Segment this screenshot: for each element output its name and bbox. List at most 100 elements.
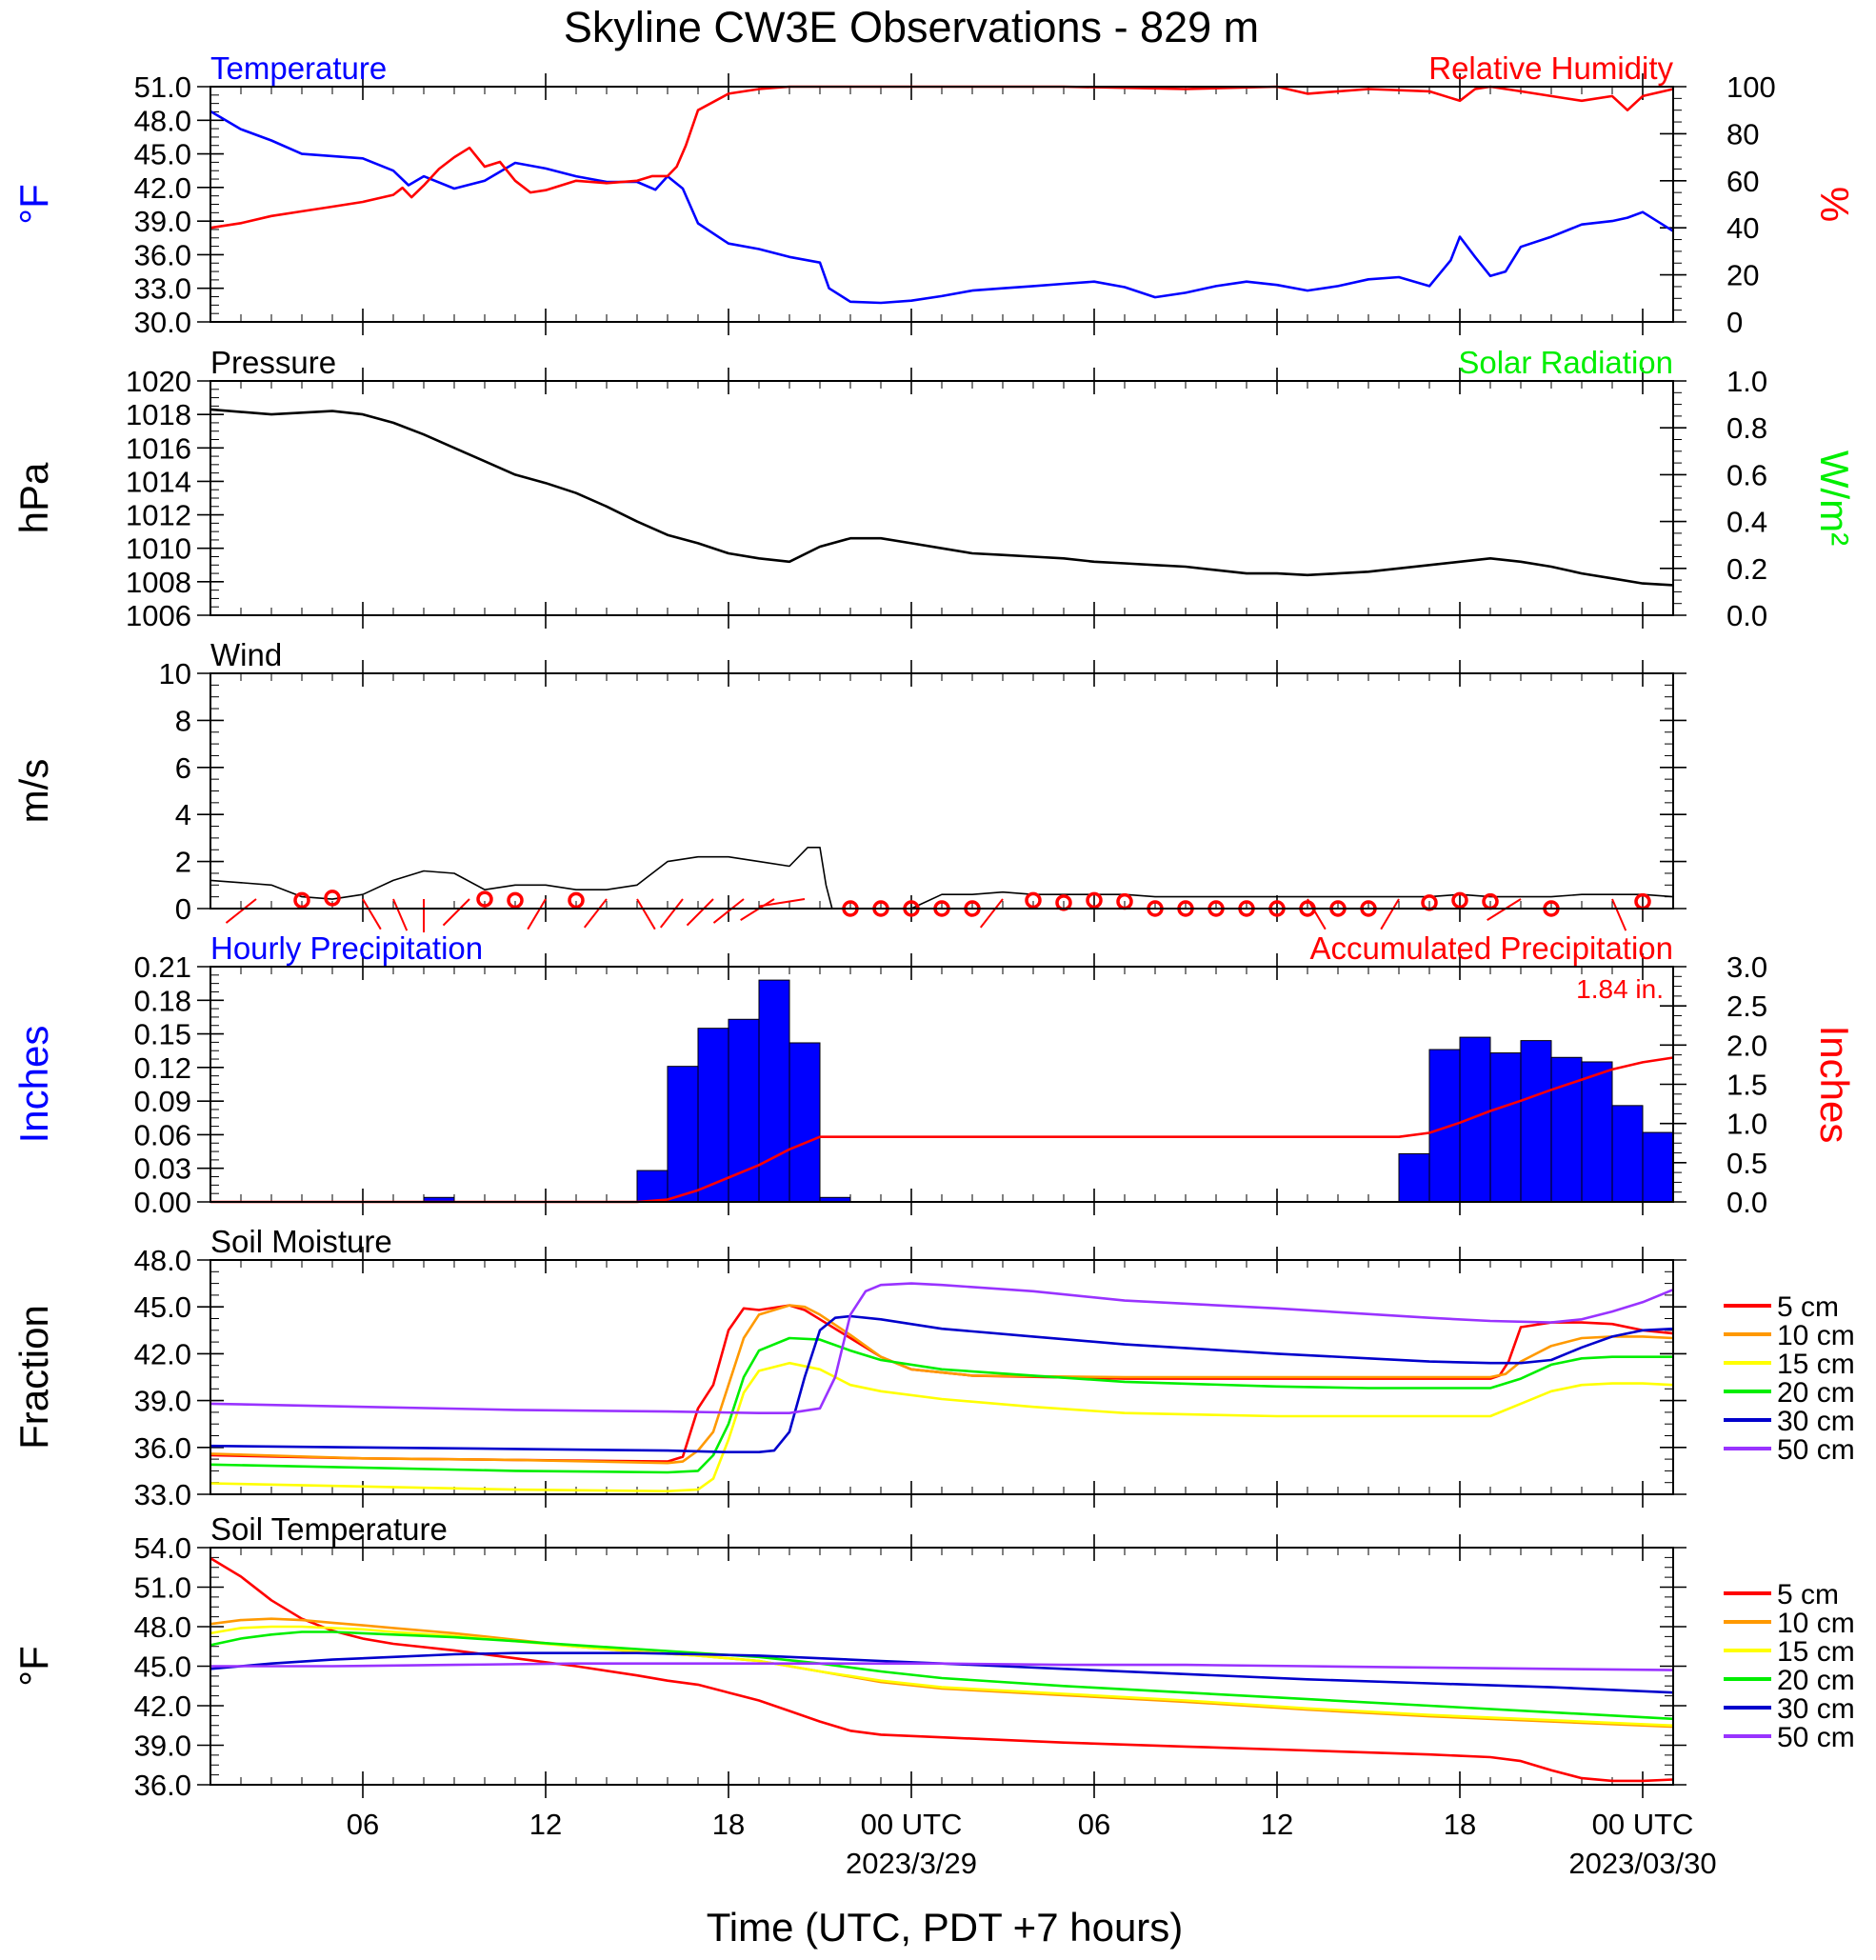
plot-frame	[210, 380, 1674, 616]
wind-barb	[442, 898, 470, 927]
panel-precipitation: 0.210.180.150.120.090.060.030.00 3.0 2.5 2.…	[11, 930, 1857, 1219]
panel-right-title: Relative Humidity	[1428, 50, 1673, 86]
series-line-pressure	[210, 408, 1674, 587]
x-date-label: 2023/03/30	[1568, 1847, 1716, 1880]
left-tick-label: 45.0	[134, 1650, 191, 1684]
series-line-15-cm	[210, 1361, 1674, 1492]
wind-barb	[1380, 898, 1400, 930]
left-tick-label: 0.06	[134, 1118, 191, 1151]
legend-label: 50 cm	[1777, 1434, 1855, 1466]
panel-left-title: Soil Moisture	[210, 1224, 392, 1259]
wind-barb	[1487, 898, 1522, 921]
series-line-10-cm	[210, 1304, 1674, 1465]
left-tick-label: 42.0	[134, 171, 191, 205]
wind-barb	[636, 898, 656, 930]
y-axis-label-left: Fraction	[11, 1305, 56, 1450]
x-tick-label: 18	[1444, 1808, 1476, 1841]
series-line-50-cm	[210, 1662, 1674, 1671]
panel-left-title: Soil Temperature	[210, 1511, 448, 1547]
left-tick-label: 33.0	[134, 1478, 191, 1511]
panel-wind: 10 8 6 4 2 0 Wind m/s	[11, 637, 1686, 932]
left-tick-label: 0.12	[134, 1051, 191, 1085]
plot-frame	[210, 966, 1674, 1203]
left-tick-label: 39.0	[134, 1730, 191, 1763]
calm-wind-marker	[293, 891, 310, 910]
x-tick-label: 18	[712, 1808, 745, 1841]
wind-barb	[583, 898, 608, 929]
series-line-30-cm	[210, 1651, 1674, 1694]
x-tick-label: 06	[347, 1808, 379, 1841]
right-tick-label: 0.6	[1726, 458, 1767, 491]
wind-barb	[362, 898, 382, 930]
legend-label: 30 cm	[1777, 1406, 1855, 1437]
x-tick-label: 00 UTC	[1592, 1808, 1694, 1841]
y-axis-label-left: m/s	[11, 759, 56, 824]
panel-left-title: Wind	[210, 637, 282, 672]
right-tick-label: 0.4	[1726, 506, 1767, 539]
calm-wind-marker	[476, 890, 493, 908]
plot-frame	[210, 1259, 1674, 1495]
y-axis-label-left: Inches	[11, 1026, 56, 1144]
legend-label: 5 cm	[1777, 1579, 1839, 1610]
left-tick-label: 8	[175, 704, 191, 737]
left-tick-label: 1010	[126, 532, 191, 566]
series-line-50-cm	[210, 1282, 1674, 1414]
plot-frame	[210, 672, 1674, 910]
left-tick-label: 33.0	[134, 272, 191, 306]
left-tick-label: 51.0	[134, 1571, 191, 1605]
right-tick-label: 0.0	[1726, 1186, 1767, 1219]
panel-soil-temperature: 54.0 51.0 48.0 45.0 42.0 39.0 36.0 Soil Tempera…	[11, 1511, 1855, 1802]
left-tick-label: 0.18	[134, 984, 191, 1017]
calm-wind-marker	[507, 891, 524, 910]
left-tick-label: 36.0	[134, 238, 191, 271]
wind-barb	[740, 898, 775, 921]
left-tick-label: 6	[175, 751, 191, 785]
left-tick-label: 39.0	[134, 205, 191, 238]
left-tick-label: 0.15	[134, 1018, 191, 1051]
wind-barb	[979, 898, 1004, 929]
series-line-temperature	[210, 110, 1674, 305]
right-tick-label: 0.5	[1726, 1147, 1767, 1180]
left-tick-label: 1008	[126, 566, 191, 599]
panel-left-title: Temperature	[210, 50, 387, 86]
panel-left-title: Pressure	[210, 345, 336, 380]
wind-barb	[759, 898, 806, 908]
left-tick-label: 1012	[126, 499, 191, 532]
wind-barb	[1611, 898, 1627, 931]
chart-title: Skyline CW3E Observations - 829 m	[564, 3, 1259, 51]
left-tick-label: 48.0	[134, 1244, 191, 1277]
right-tick-label: 1.5	[1726, 1069, 1767, 1102]
left-tick-label: 0	[175, 892, 191, 926]
right-tick-label: 0	[1726, 306, 1743, 339]
precip-bar	[1398, 1152, 1430, 1203]
panel-soil-moisture: 48.0 45.0 42.0 39.0 36.0 33.0 Soil Moisture Fra…	[11, 1224, 1855, 1511]
series-line-relative-humidity	[210, 85, 1674, 230]
right-tick-label: 1.0	[1726, 365, 1767, 398]
right-tick-label: 0.2	[1726, 552, 1767, 586]
left-tick-label: 42.0	[134, 1337, 191, 1370]
calm-wind-marker	[568, 891, 585, 910]
wind-barb	[712, 898, 745, 924]
left-tick-label: 10	[159, 657, 191, 690]
right-tick-label: 100	[1726, 70, 1776, 104]
x-axis-label: Time (UTC, PDT +7 hours)	[707, 1905, 1184, 1950]
calm-wind-marker	[1451, 891, 1468, 910]
legend-label: 20 cm	[1777, 1665, 1855, 1696]
right-tick-label: 2.5	[1726, 990, 1767, 1023]
accumulation-annotation: 1.84 in.	[1576, 974, 1664, 1004]
right-tick-label: 2.0	[1726, 1029, 1767, 1062]
legend-label: 50 cm	[1777, 1722, 1855, 1753]
precip-bar	[788, 1042, 821, 1203]
left-tick-label: 1014	[126, 465, 191, 498]
precip-bar	[1642, 1131, 1674, 1203]
left-tick-label: 0.21	[134, 950, 191, 984]
series-line-20-cm	[210, 1336, 1673, 1474]
wind-barb	[1307, 898, 1327, 930]
left-tick-label: 1016	[126, 431, 191, 465]
precip-bar	[1520, 1040, 1552, 1203]
precip-bar	[1550, 1056, 1583, 1203]
series-line-5-cm	[210, 1556, 1674, 1783]
left-tick-label: 45.0	[134, 138, 191, 171]
precip-bar	[697, 1028, 729, 1203]
